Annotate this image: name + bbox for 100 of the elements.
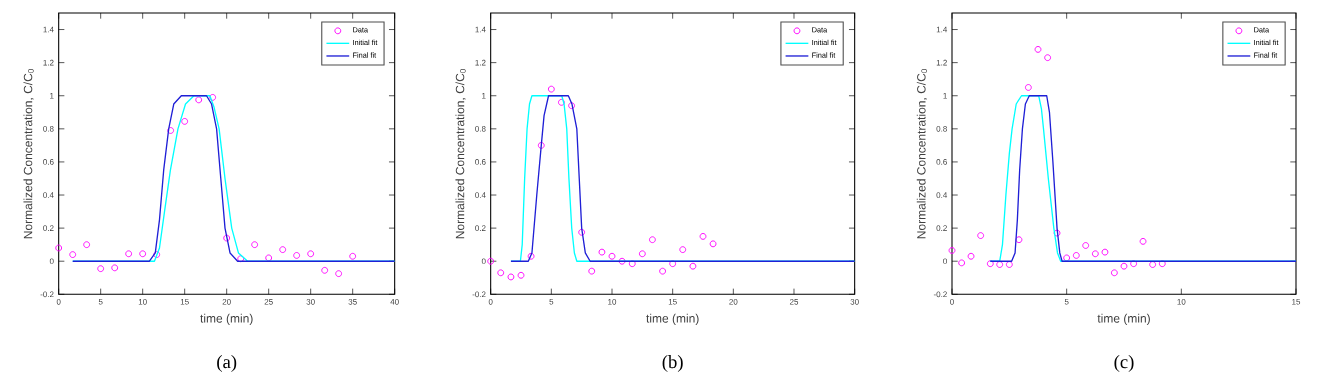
line-series [72,95,395,262]
y-tick-label: 0 [943,258,947,265]
point [69,251,77,258]
point [588,267,596,275]
point [948,247,956,254]
point [958,259,966,267]
y-tick-label: 0 [481,258,486,265]
x-tick-label: 0 [56,299,61,305]
point [507,273,515,281]
x-axis-title: time (min) [1097,313,1150,326]
y-tick-label: -0.2 [472,291,486,298]
point [195,96,203,104]
point [558,98,565,106]
point [1149,261,1157,268]
x-tick-label: 10 [1177,299,1186,305]
point [709,240,717,248]
x-tick-label: 30 [850,299,859,305]
y-tick-label: 1 [943,92,947,99]
y-tick-label: 0.6 [936,159,947,165]
x-tick-label: 15 [668,299,677,305]
y-tick-label: 1.2 [43,59,54,66]
line-series [510,95,855,262]
y-tick-label: 0 [49,258,54,265]
point [321,266,329,274]
point [1053,229,1061,237]
point [967,252,975,260]
y-tick-label: 0.4 [936,192,948,198]
point [125,250,133,258]
point [139,250,147,258]
point [223,234,231,242]
point [547,85,555,93]
x-tick-label: 20 [222,299,231,305]
point [1063,254,1071,262]
point [153,251,161,258]
point [1044,54,1052,62]
y-tick-label: 0.6 [475,159,486,165]
point [628,260,636,268]
point [1015,236,1023,244]
point [977,232,985,239]
y-tick-label: 0.2 [43,225,54,231]
point [209,93,217,101]
x-axis-title: time (min) [646,313,699,326]
point [265,254,273,262]
point [537,141,545,149]
point [1130,260,1138,268]
point [251,241,259,249]
text: (b) [662,355,683,372]
point [649,236,656,244]
y-tick-label: 0.4 [475,192,486,198]
y-tick-label: 1.4 [43,26,54,33]
y-tick-label: 1.4 [475,26,486,33]
x-tick-label: 10 [138,299,147,305]
y-tick-label: -0.2 [40,291,54,298]
point [307,250,315,258]
point [1158,260,1166,268]
y-tick-label: 0.2 [936,225,947,231]
y-tick-label: 1.4 [936,26,948,33]
y-tick-label: 0.2 [475,225,486,231]
point [1005,261,1013,268]
point [1072,252,1080,259]
point [1120,262,1128,270]
point [83,241,91,249]
x-tick-label: 5 [1064,299,1069,305]
y-axis-title: Normalized Concentration, C/C$_{0}$ [916,69,928,239]
point [679,246,687,254]
y-axis-title: Normalized Concentration, C/C$_{0}$ [455,69,466,239]
point [659,267,666,275]
point [487,257,495,265]
y-tick-label: 0.4 [43,192,54,198]
y-tick-label: 1.2 [475,59,486,66]
point [1082,242,1090,249]
point [167,127,175,134]
point [55,244,63,252]
text: (a) [217,355,237,372]
point [335,270,343,278]
point [578,228,586,236]
y-tick-label: 1 [482,92,486,99]
point [279,246,287,254]
point [598,248,606,256]
point [1024,84,1032,91]
point [1139,237,1147,245]
x-tick-label: 30 [306,299,315,305]
x-tick-label: 15 [1292,299,1301,305]
line-series [989,95,1296,262]
point [638,250,646,258]
point [349,252,357,260]
x-tick-label: 35 [348,299,357,305]
x-axis-title: time (min) [200,313,253,326]
text: (c) [1114,355,1134,372]
point [497,269,505,277]
x-tick-label: 15 [180,299,189,305]
point [111,264,119,272]
point [618,257,626,265]
point [181,117,189,125]
point [608,252,616,260]
x-tick-label: 0 [950,299,954,305]
point [97,265,105,273]
x-tick-label: 25 [264,299,273,305]
point [699,232,707,240]
y-tick-label: 0.8 [43,126,54,132]
